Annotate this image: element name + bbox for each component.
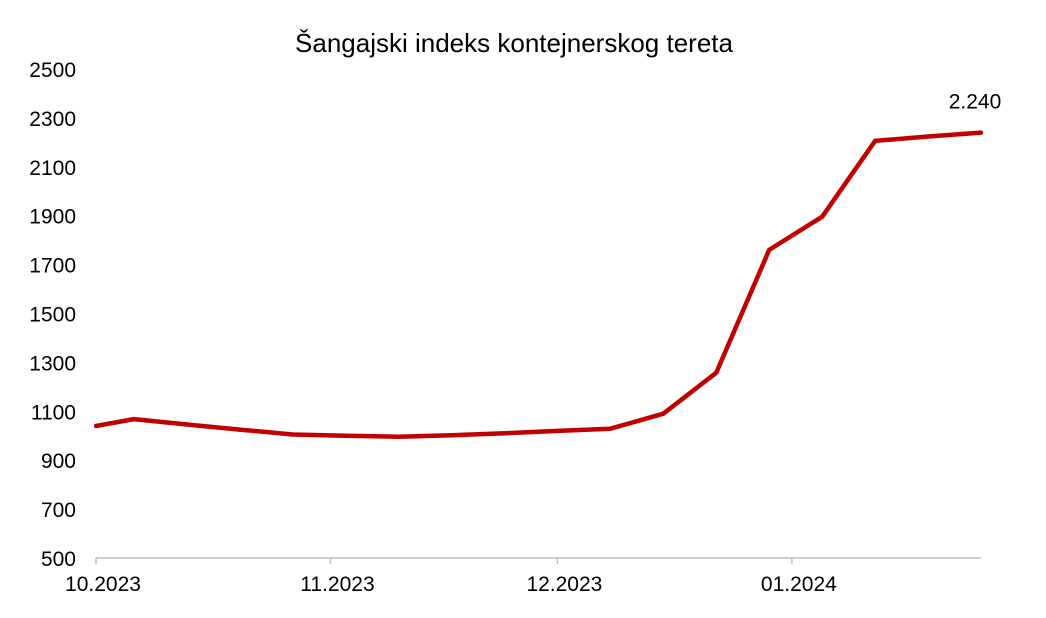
data-point bbox=[502, 431, 507, 436]
data-point bbox=[131, 416, 137, 422]
x-axis: 10.2023 11.2023 12.2023 01.2024 bbox=[65, 557, 981, 596]
y-tick-label: 2300 bbox=[29, 108, 76, 131]
data-point bbox=[978, 130, 984, 135]
x-tick-label: 10.2023 bbox=[65, 573, 141, 596]
y-tick-label: 500 bbox=[41, 548, 76, 571]
data-point bbox=[449, 433, 454, 438]
y-tick-label: 1500 bbox=[29, 304, 76, 327]
y-tick-label: 1300 bbox=[29, 352, 76, 375]
data-label: 2.240 bbox=[949, 91, 1002, 114]
y-tick-label: 2500 bbox=[29, 59, 76, 82]
data-point bbox=[661, 411, 666, 416]
y-tick-label: 700 bbox=[41, 499, 76, 522]
data-point bbox=[93, 423, 99, 429]
chart-title: Šangajski indeks kontejnerskog tereta bbox=[295, 28, 733, 58]
data-point bbox=[767, 247, 772, 253]
data-point bbox=[714, 370, 719, 375]
y-tick-label: 1900 bbox=[29, 206, 76, 229]
data-point bbox=[872, 138, 878, 144]
data-point bbox=[925, 134, 931, 139]
x-tick-label: 12.2023 bbox=[526, 573, 602, 596]
data-point bbox=[290, 432, 295, 437]
annotation-layer: 2.240 bbox=[949, 91, 1002, 114]
y-axis: 500 700 900 1100 1300 1500 1700 1900 2100 2300 250… bbox=[29, 59, 76, 571]
series-line bbox=[95, 130, 982, 439]
data-point bbox=[819, 214, 825, 219]
y-tick-label: 900 bbox=[41, 450, 76, 473]
data-point bbox=[184, 422, 189, 427]
data-point bbox=[237, 427, 242, 432]
y-tick-label: 1100 bbox=[31, 401, 76, 424]
y-tick-label: 2100 bbox=[29, 157, 76, 180]
data-point bbox=[608, 426, 613, 431]
data-point bbox=[396, 434, 401, 439]
x-tick-label: 11.2023 bbox=[300, 573, 374, 596]
x-tick-label: 01.2024 bbox=[761, 573, 837, 596]
data-point bbox=[555, 428, 560, 434]
data-point bbox=[343, 433, 348, 438]
series-layer bbox=[93, 130, 984, 439]
y-tick-label: 1700 bbox=[29, 255, 76, 278]
